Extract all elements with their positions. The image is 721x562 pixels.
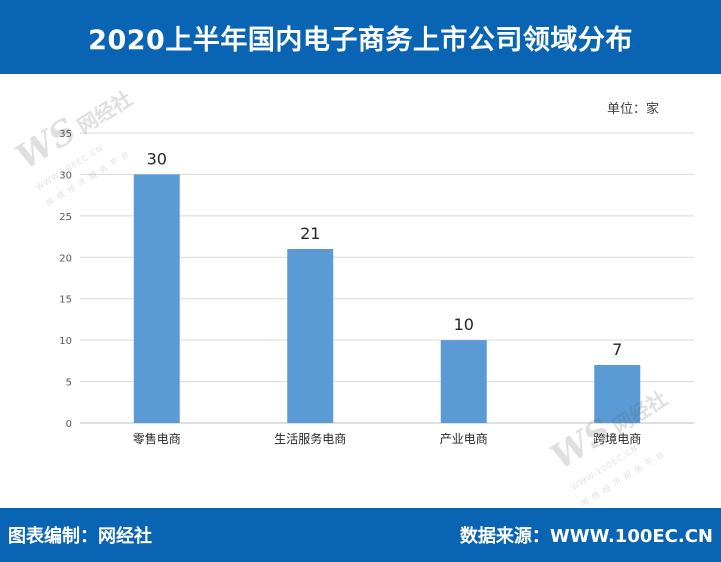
- unit-label: 单位：家: [606, 102, 659, 117]
- x-tick-label: 跨境电商: [593, 431, 641, 446]
- x-tick-label: 生活服务电商: [274, 431, 346, 446]
- bar-chart: 0 5 10 15 20 25 30 35 30 零售电商 21 生活服务电商 10 产业电商 7 跨境电商: [59, 129, 694, 446]
- data-label: 30: [147, 149, 167, 168]
- data-label: 10: [454, 315, 474, 334]
- y-tick-label: 25: [59, 212, 72, 223]
- bar: [594, 365, 641, 423]
- bar: [440, 340, 487, 423]
- chart-area: 单位：家 0 5 10 15 20 25 30 35 30 零售电商 21 生活服务电商 10 产业电商 7…: [0, 74, 721, 508]
- footer-editor: 图表编制：网经社: [8, 526, 152, 547]
- data-label: 7: [612, 340, 622, 359]
- bar: [133, 174, 180, 423]
- y-tick-label: 0: [66, 419, 72, 430]
- bar: [287, 249, 334, 423]
- footer-banner: 图表编制：网经社 数据来源：WWW.100EC.CN: [0, 508, 721, 562]
- y-tick-label: 30: [59, 170, 72, 181]
- header-banner: 2020上半年国内电子商务上市公司领域分布: [0, 0, 721, 74]
- y-tick-label: 35: [59, 129, 72, 140]
- y-tick-label: 5: [66, 378, 72, 389]
- y-tick-label: 10: [59, 336, 72, 347]
- data-label: 21: [300, 224, 320, 243]
- y-tick-label: 20: [59, 253, 72, 264]
- x-tick-label: 零售电商: [133, 431, 181, 446]
- y-tick-label: 15: [59, 295, 72, 306]
- x-tick-label: 产业电商: [440, 431, 488, 446]
- page-title: 2020上半年国内电子商务上市公司领域分布: [88, 24, 633, 56]
- footer-source: 数据来源：WWW.100EC.CN: [459, 526, 713, 547]
